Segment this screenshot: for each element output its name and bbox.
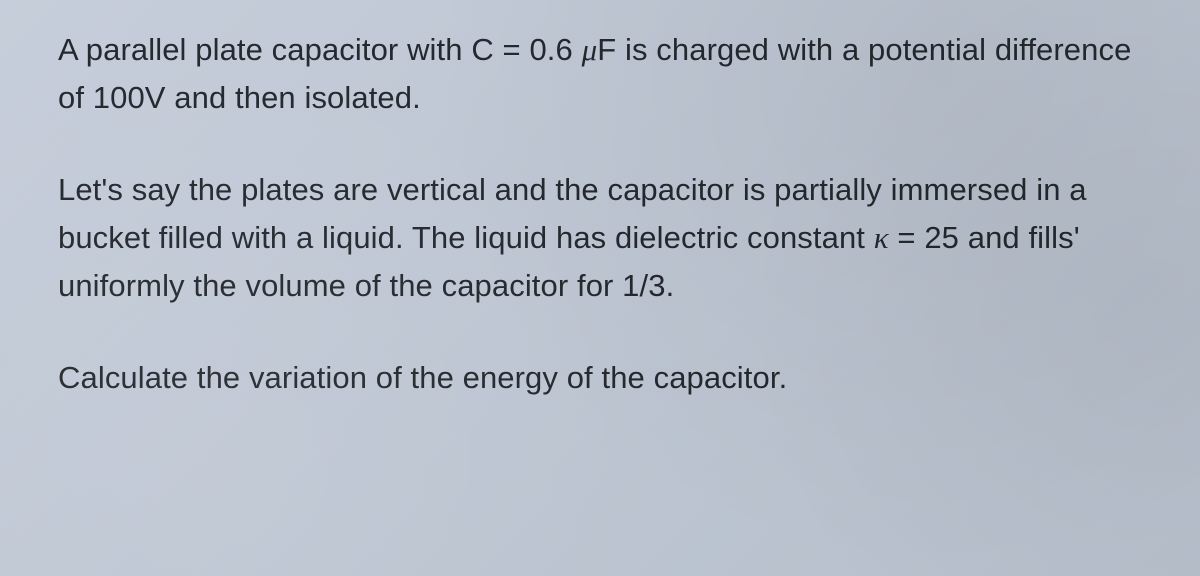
unit-mu-icon: μ — [582, 32, 598, 67]
paragraph-2: Let's say the plates are vertical and th… — [58, 166, 1158, 310]
paragraph-3: Calculate the variation of the energy of… — [58, 354, 1158, 402]
p1-pre-text: A parallel plate capacitor with C = — [58, 32, 529, 67]
p1-capacitance-value: 0.6 — [529, 32, 572, 67]
p3-text: Calculate the variation of the energy of… — [58, 360, 787, 395]
unit-farad: F — [597, 32, 616, 67]
kappa-symbol-icon: κ — [874, 220, 889, 255]
paragraph-1: A parallel plate capacitor with C = 0.6 … — [58, 26, 1158, 122]
